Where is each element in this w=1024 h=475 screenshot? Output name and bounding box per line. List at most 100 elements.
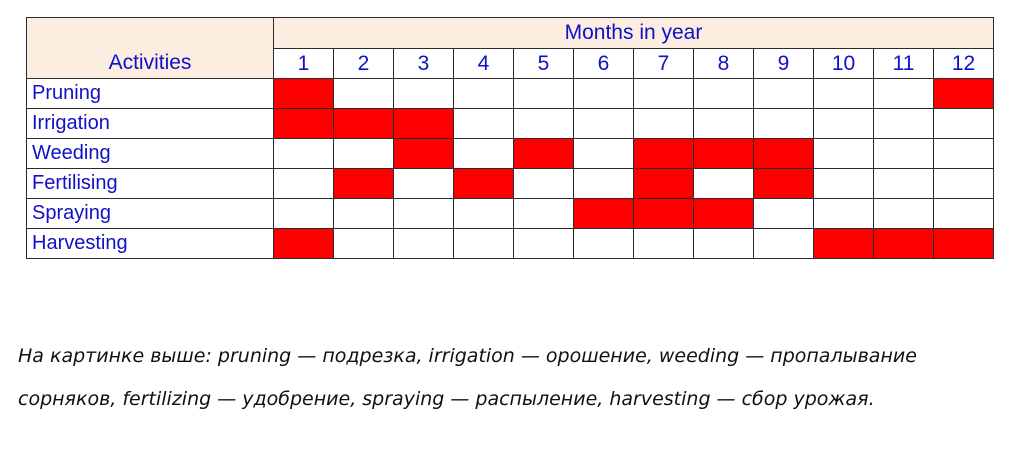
month-cell-empty (573, 78, 634, 109)
month-cell-empty (753, 108, 814, 139)
month-cell-empty (813, 198, 874, 229)
month-cell-empty (873, 198, 934, 229)
month-cell-empty (573, 168, 634, 199)
activity-label: Pruning (26, 78, 274, 109)
activities-column-header: Activities (26, 17, 274, 79)
activity-rows: Pruning Irrigation Weeding Fertilising Spray… (26, 78, 994, 259)
month-cell-empty (513, 198, 574, 229)
month-cell-empty (693, 108, 754, 139)
activity-row: Pruning (26, 78, 994, 109)
translation-note: На картинке выше: pruning — подрезка, ir… (18, 345, 917, 410)
month-cell-active (513, 138, 574, 169)
month-cell-active (273, 108, 334, 139)
table-header-row: Activities Months in year (26, 17, 994, 79)
month-cell-active (633, 168, 694, 199)
month-cell-empty (933, 138, 994, 169)
month-cell-empty (873, 108, 934, 139)
month-cell-empty (693, 228, 754, 259)
month-cell-active (933, 228, 994, 259)
activity-row: Spraying (26, 198, 994, 229)
month-cell-active (753, 138, 814, 169)
activity-label: Spraying (26, 198, 274, 229)
month-cell-empty (513, 108, 574, 139)
month-cell-empty (813, 168, 874, 199)
activity-row: Weeding (26, 138, 994, 169)
month-cell-empty (333, 78, 394, 109)
month-cell-empty (633, 78, 694, 109)
month-header-cell: 5 (513, 48, 574, 79)
activity-schedule-table: Activities Months in year 1 2 3 4 5 6 7 8 9 10 11 1… (26, 17, 994, 259)
month-cell-empty (573, 138, 634, 169)
activity-label: Harvesting (26, 228, 274, 259)
activity-label: Weeding (26, 138, 274, 169)
month-cell-empty (933, 168, 994, 199)
month-cell-empty (393, 78, 454, 109)
month-numbers-row: 1 2 3 4 5 6 7 8 9 10 11 12 (27, 48, 994, 79)
month-cell-active (273, 78, 334, 109)
month-cell-active (333, 168, 394, 199)
month-cell-empty (453, 78, 514, 109)
month-cell-empty (273, 168, 334, 199)
month-cell-empty (513, 228, 574, 259)
month-cell-empty (753, 198, 814, 229)
month-cell-empty (453, 138, 514, 169)
month-header-cell: 1 (273, 48, 334, 79)
month-cell-empty (873, 78, 934, 109)
month-cell-empty (873, 168, 934, 199)
month-cell-empty (333, 138, 394, 169)
month-cell-empty (273, 138, 334, 169)
month-cell-empty (693, 78, 754, 109)
month-cell-empty (813, 138, 874, 169)
month-cell-empty (273, 198, 334, 229)
month-cell-empty (693, 168, 754, 199)
month-header-cell: 11 (873, 48, 934, 79)
month-cell-active (753, 168, 814, 199)
month-cell-empty (813, 78, 874, 109)
month-cell-empty (633, 228, 694, 259)
month-cell-empty (933, 108, 994, 139)
month-cell-active (453, 168, 514, 199)
month-cell-empty (453, 228, 514, 259)
month-cell-active (633, 198, 694, 229)
month-cell-active (273, 228, 334, 259)
month-cell-active (693, 198, 754, 229)
activity-row: Fertilising (26, 168, 994, 199)
month-cell-active (633, 138, 694, 169)
month-cell-empty (513, 78, 574, 109)
month-cell-empty (333, 198, 394, 229)
month-header-cell: 10 (813, 48, 874, 79)
month-header-cell: 9 (753, 48, 814, 79)
activity-row: Irrigation (26, 108, 994, 139)
month-cell-active (333, 108, 394, 139)
month-cell-empty (573, 228, 634, 259)
activity-label: Irrigation (26, 108, 274, 139)
month-header-cell: 3 (393, 48, 454, 79)
month-header-cell: 8 (693, 48, 754, 79)
month-cell-active (393, 138, 454, 169)
month-cell-active (933, 78, 994, 109)
month-cell-active (873, 228, 934, 259)
month-cell-empty (753, 228, 814, 259)
month-header-cell: 12 (933, 48, 994, 79)
activity-row: Harvesting (26, 228, 994, 259)
month-cell-empty (873, 138, 934, 169)
month-cell-empty (393, 168, 454, 199)
month-cell-empty (813, 108, 874, 139)
month-cell-active (693, 138, 754, 169)
month-cell-empty (393, 228, 454, 259)
months-column-header: Months in year (273, 17, 994, 49)
month-cell-empty (393, 198, 454, 229)
month-cell-empty (933, 198, 994, 229)
month-cell-empty (453, 198, 514, 229)
month-cell-empty (633, 108, 694, 139)
month-header-cell: 4 (453, 48, 514, 79)
month-header-cell: 2 (333, 48, 394, 79)
month-cell-empty (753, 78, 814, 109)
activity-label: Fertilising (26, 168, 274, 199)
month-header-cell: 7 (633, 48, 694, 79)
month-cell-empty (573, 108, 634, 139)
month-cell-empty (453, 108, 514, 139)
month-cell-active (573, 198, 634, 229)
month-cell-empty (513, 168, 574, 199)
month-cell-active (813, 228, 874, 259)
